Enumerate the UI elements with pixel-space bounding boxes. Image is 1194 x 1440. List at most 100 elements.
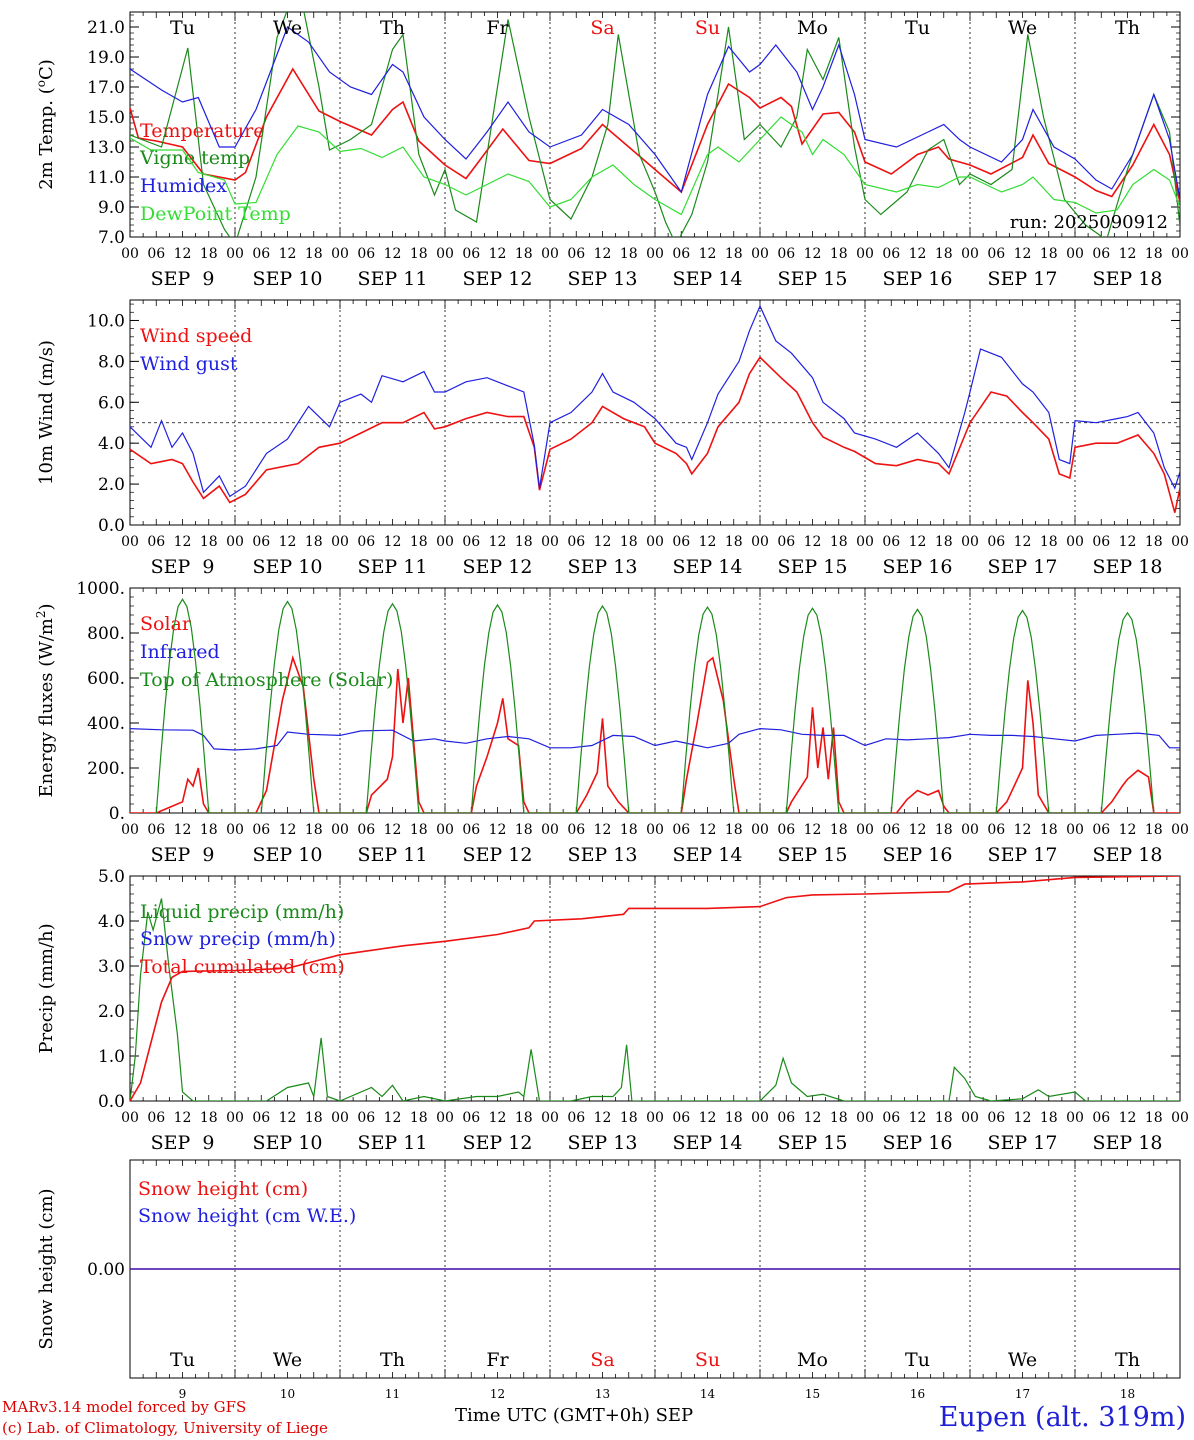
date-label: SEP 18	[1093, 556, 1163, 578]
hour-label: 12	[174, 534, 192, 550]
hour-label: 06	[147, 1110, 165, 1126]
date-label: SEP 15	[778, 268, 848, 290]
hour-label: 06	[462, 1110, 480, 1126]
hour-label: 18	[1040, 1110, 1058, 1126]
hour-label: 18	[200, 246, 218, 262]
hour-label: 06	[987, 1110, 1005, 1126]
date-label: SEP 15	[778, 844, 848, 866]
hour-label: 18	[935, 534, 953, 550]
y-tick-label: 9.0	[98, 198, 125, 218]
date-label: SEP 12	[463, 1132, 533, 1154]
hour-label: 12	[1119, 534, 1137, 550]
hour-label: 06	[147, 534, 165, 550]
hour-label: 18	[1145, 534, 1163, 550]
hour-label: 12	[1014, 534, 1032, 550]
series-line-temperature	[130, 67, 1180, 203]
hour-label: 12	[909, 534, 927, 550]
hour-label: 06	[882, 1110, 900, 1126]
hour-label: 06	[987, 822, 1005, 838]
hour-label: 18	[1040, 822, 1058, 838]
day-number: 15	[805, 1387, 820, 1401]
y-axis-label: Energy fluxes (W/m2)	[34, 603, 57, 797]
date-label: SEP 16	[883, 556, 953, 578]
y-tick-label: 2.0	[98, 475, 125, 495]
y-tick-label: 4.0	[98, 912, 125, 932]
day-abbr-top: Fr	[486, 17, 509, 39]
day-number: 9	[179, 1387, 187, 1401]
hour-label: 06	[987, 246, 1005, 262]
hour-label: 06	[357, 1110, 375, 1126]
hour-label: 00	[646, 246, 664, 262]
hour-label: 00	[121, 246, 139, 262]
hour-label: 00	[961, 822, 979, 838]
hour-label: 18	[200, 1110, 218, 1126]
date-label: SEP 9	[151, 844, 215, 866]
series-line-liquid-precip-mm-h-	[130, 898, 1180, 1101]
hour-label: 00	[121, 822, 139, 838]
hour-label: 00	[541, 246, 559, 262]
hour-label: 18	[515, 246, 533, 262]
hour-label: 12	[909, 1110, 927, 1126]
hour-label: 00	[751, 822, 769, 838]
hour-label: 18	[725, 1110, 743, 1126]
hour-label: 12	[909, 822, 927, 838]
hour-label: 12	[279, 1110, 297, 1126]
day-abbr-bottom: Th	[1115, 1349, 1140, 1371]
day-abbr-bottom: Mo	[797, 1349, 828, 1371]
hour-label: 12	[594, 534, 612, 550]
model-credit: MARv3.14 model forced by GFS	[2, 1398, 247, 1416]
hour-label: 18	[620, 534, 638, 550]
series-line-dewpoint-temp	[130, 116, 1180, 216]
hour-label: 06	[777, 534, 795, 550]
legend-entry: Total cumulated (cm)	[140, 956, 345, 978]
hour-label: 06	[1092, 1110, 1110, 1126]
hour-label: 18	[410, 822, 428, 838]
hour-label: 00	[436, 1110, 454, 1126]
hour-label: 00	[331, 822, 349, 838]
legend-entry: Vigne temp	[139, 147, 250, 169]
hour-label: 18	[410, 1110, 428, 1126]
date-label: SEP 12	[463, 844, 533, 866]
hour-label: 18	[200, 534, 218, 550]
hour-label: 12	[384, 534, 402, 550]
series-line-top-of-atmosphere-solar-	[155, 598, 1155, 813]
date-label: SEP 17	[988, 1132, 1058, 1154]
series-line-vigne-temp	[130, 12, 1180, 237]
day-number: 10	[280, 1387, 295, 1401]
hour-label: 12	[174, 822, 192, 838]
day-abbr-bottom: Fr	[486, 1349, 509, 1371]
day-abbr-bottom: We	[273, 1349, 302, 1371]
date-label: SEP 13	[568, 844, 638, 866]
hour-label: 12	[699, 1110, 717, 1126]
hour-label: 06	[777, 246, 795, 262]
hour-label: 06	[147, 822, 165, 838]
hour-label: 00	[1171, 246, 1189, 262]
hour-label: 12	[1014, 1110, 1032, 1126]
date-label: SEP 11	[358, 268, 428, 290]
y-tick-label: 2.0	[98, 1002, 125, 1022]
hour-label: 00	[436, 246, 454, 262]
y-tick-label: 1000.	[76, 579, 125, 599]
hour-label: 12	[1014, 246, 1032, 262]
hour-label: 06	[672, 1110, 690, 1126]
hour-label: 06	[672, 822, 690, 838]
date-label: SEP 9	[151, 556, 215, 578]
hour-label: 18	[620, 822, 638, 838]
hour-label: 18	[725, 822, 743, 838]
legend-entry: Wind speed	[140, 325, 252, 347]
hour-label: 12	[594, 822, 612, 838]
day-number: 14	[700, 1387, 716, 1401]
hour-label: 12	[489, 822, 507, 838]
hour-label: 06	[882, 246, 900, 262]
date-label: SEP 13	[568, 556, 638, 578]
y-tick-label: 200.	[87, 759, 125, 779]
hour-label: 06	[1092, 246, 1110, 262]
day-abbr-top: Th	[1115, 17, 1140, 39]
legend-entry: Snow height (cm)	[138, 1178, 308, 1200]
hour-label: 18	[1145, 246, 1163, 262]
hour-label: 18	[935, 822, 953, 838]
hour-label: 12	[1119, 822, 1137, 838]
date-label: SEP 16	[883, 268, 953, 290]
hour-label: 18	[515, 1110, 533, 1126]
date-label: SEP 16	[883, 1132, 953, 1154]
